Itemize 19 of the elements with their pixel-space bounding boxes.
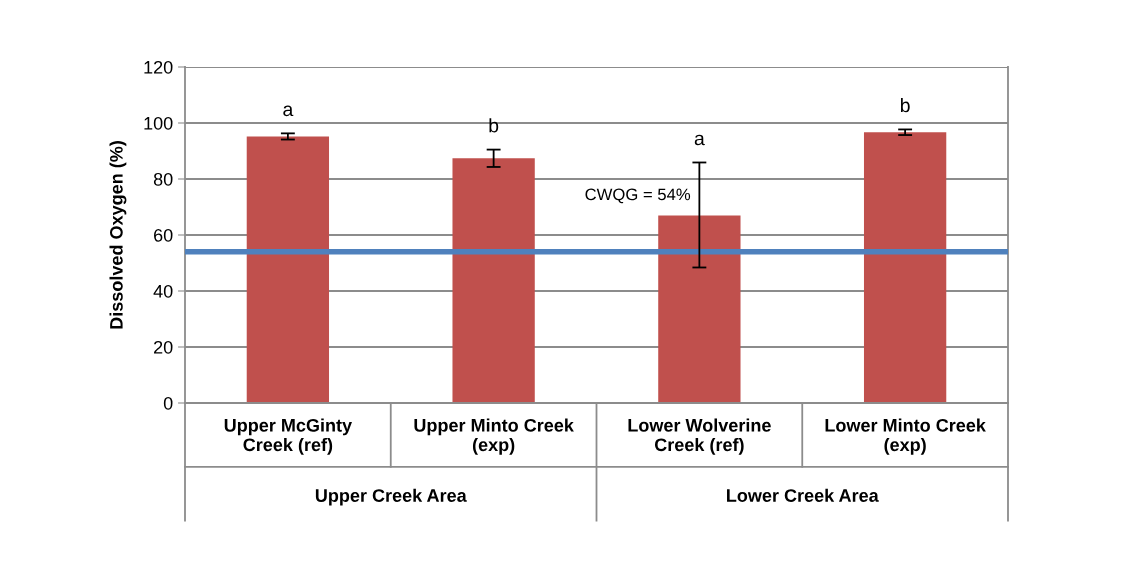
x-tick-label: Lower Wolverine Creek (ref) [628, 418, 771, 455]
annotation: b [900, 97, 910, 113]
y-tick-label: 20 [154, 340, 173, 354]
text: Upper Creek Area [315, 488, 467, 506]
y-tick-label: 120 [144, 60, 173, 74]
x-tick-label: Upper McGinty Creek (ref) [224, 418, 352, 455]
x-tick-label: Lower Minto Creek (exp) [825, 418, 986, 455]
y-tick-label: 40 [153, 284, 173, 298]
y-tick-label: 100 [144, 116, 173, 130]
y-tick-label: 60 [154, 228, 173, 242]
y-tick-label: 0 [163, 396, 173, 410]
ref-line-label: CWQG = 54% [585, 188, 691, 204]
y-tick-label: 80 [153, 172, 173, 186]
text: Lower Creek Area [727, 488, 879, 502]
annotation: a [283, 105, 294, 117]
x-tick-label: Upper Minto Creek (exp) [414, 418, 574, 455]
annotation: b [489, 118, 499, 133]
annotation: a [694, 134, 705, 146]
y-axis-title: Dissolved Oxygen (%) [109, 141, 127, 329]
